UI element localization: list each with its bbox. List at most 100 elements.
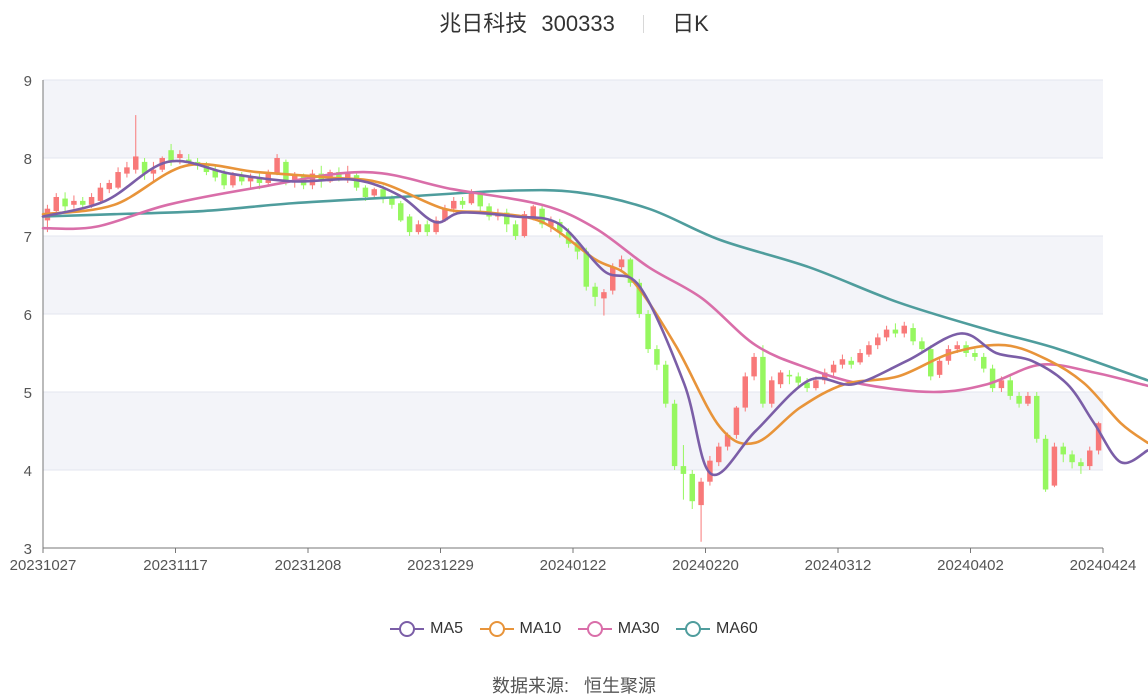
candle-down[interactable] <box>892 329 899 334</box>
candle-up[interactable] <box>998 380 1005 389</box>
candle-up[interactable] <box>875 337 881 346</box>
candle-up[interactable] <box>1087 450 1093 467</box>
candle-up[interactable] <box>97 187 104 201</box>
candle-up[interactable] <box>451 200 457 209</box>
candle-down[interactable] <box>398 203 404 221</box>
legend-item-ma5[interactable]: MA5 <box>390 620 463 638</box>
candle-down[interactable] <box>239 175 245 182</box>
candle-up[interactable] <box>88 197 95 205</box>
candle-up[interactable] <box>954 345 960 350</box>
candle-up[interactable] <box>601 292 607 299</box>
candle-up[interactable] <box>433 220 439 233</box>
candle-down[interactable] <box>1060 446 1066 455</box>
candle-up[interactable] <box>610 267 616 291</box>
legend-item-ma10[interactable]: MA10 <box>479 620 561 638</box>
candle-up[interactable] <box>177 154 183 158</box>
legend-item-ma30[interactable]: MA30 <box>577 620 660 638</box>
candle-up[interactable] <box>769 380 775 404</box>
candle-up[interactable] <box>133 156 139 170</box>
candle-down[interactable] <box>636 282 642 314</box>
candle-down[interactable] <box>1069 454 1075 463</box>
candle-up[interactable] <box>548 220 554 227</box>
candle-up[interactable] <box>777 372 784 385</box>
candle-up[interactable] <box>724 434 731 447</box>
candle-up[interactable] <box>830 364 837 373</box>
candle-down[interactable] <box>919 341 925 350</box>
candle-up[interactable] <box>309 173 316 186</box>
candle-down[interactable] <box>406 216 413 233</box>
candle-down[interactable] <box>539 208 545 225</box>
candle-down[interactable] <box>212 169 218 178</box>
legend-item-ma60[interactable]: MA60 <box>676 620 758 638</box>
candle-down[interactable] <box>141 161 148 174</box>
candle-down[interactable] <box>186 159 192 162</box>
candle-up[interactable] <box>857 353 863 363</box>
candle-up[interactable] <box>751 356 757 377</box>
candle-down[interactable] <box>680 466 687 474</box>
candle-down[interactable] <box>512 224 519 236</box>
candle-down[interactable] <box>663 364 669 404</box>
candle-up[interactable] <box>936 360 943 375</box>
candle-up[interactable] <box>521 214 528 236</box>
candle-up[interactable] <box>733 407 740 435</box>
candle-up[interactable] <box>822 372 828 381</box>
candle-down[interactable] <box>654 349 660 365</box>
candle-down[interactable] <box>592 286 598 297</box>
candle-up[interactable] <box>53 197 59 212</box>
candle-down[interactable] <box>362 187 369 197</box>
candle-down[interactable] <box>795 376 801 383</box>
candle-down[interactable] <box>671 403 678 467</box>
candle-down[interactable] <box>424 224 430 233</box>
candle-up[interactable] <box>698 481 704 506</box>
candle-down[interactable] <box>848 360 854 365</box>
candle-up[interactable] <box>901 325 907 334</box>
candle-down[interactable] <box>689 473 695 502</box>
candle-down[interactable] <box>62 198 68 207</box>
candle-up[interactable] <box>71 200 77 205</box>
candle-down[interactable] <box>1034 395 1040 439</box>
candle-down[interactable] <box>459 200 466 205</box>
candle-up[interactable] <box>866 345 872 355</box>
candle-down[interactable] <box>989 368 996 389</box>
candle-down[interactable] <box>910 328 916 342</box>
candle-down[interactable] <box>786 374 793 377</box>
candle-down[interactable] <box>380 189 386 199</box>
candle-down[interactable] <box>972 353 978 357</box>
candle-up[interactable] <box>345 173 351 178</box>
candle-down[interactable] <box>168 150 174 162</box>
candle-up[interactable] <box>742 376 748 408</box>
candle-down[interactable] <box>80 200 86 205</box>
candle-up[interactable] <box>124 167 130 174</box>
candle-down[interactable] <box>760 356 766 404</box>
candle-down[interactable] <box>283 161 289 182</box>
candle-down[interactable] <box>203 165 210 173</box>
candle-down[interactable] <box>981 356 987 369</box>
candle-down[interactable] <box>477 193 483 207</box>
candle-up[interactable] <box>530 206 536 217</box>
candle-down[interactable] <box>557 221 563 233</box>
candle-down[interactable] <box>221 173 227 186</box>
candle-up[interactable] <box>106 182 112 190</box>
candle-up[interactable] <box>442 208 448 221</box>
candle-down[interactable] <box>256 177 263 183</box>
candle-down[interactable] <box>1007 380 1013 396</box>
candle-down[interactable] <box>504 212 510 225</box>
candle-up[interactable] <box>247 177 254 182</box>
candle-down[interactable] <box>627 259 634 283</box>
candle-up[interactable] <box>1025 395 1031 404</box>
candle-up[interactable] <box>813 380 819 389</box>
candle-up[interactable] <box>274 158 280 174</box>
candle-down[interactable] <box>804 382 810 389</box>
candle-up[interactable] <box>230 175 236 186</box>
candle-down[interactable] <box>1078 462 1084 467</box>
candle-up[interactable] <box>1095 423 1102 451</box>
candle-up[interactable] <box>292 175 298 180</box>
candle-up[interactable] <box>1051 446 1058 486</box>
candle-up[interactable] <box>371 189 377 196</box>
candle-down[interactable] <box>645 314 651 350</box>
candle-down[interactable] <box>1042 438 1049 490</box>
candle-down[interactable] <box>389 198 395 205</box>
candle-up[interactable] <box>415 224 422 233</box>
candle-up[interactable] <box>839 359 846 365</box>
candle-up[interactable] <box>115 172 121 188</box>
